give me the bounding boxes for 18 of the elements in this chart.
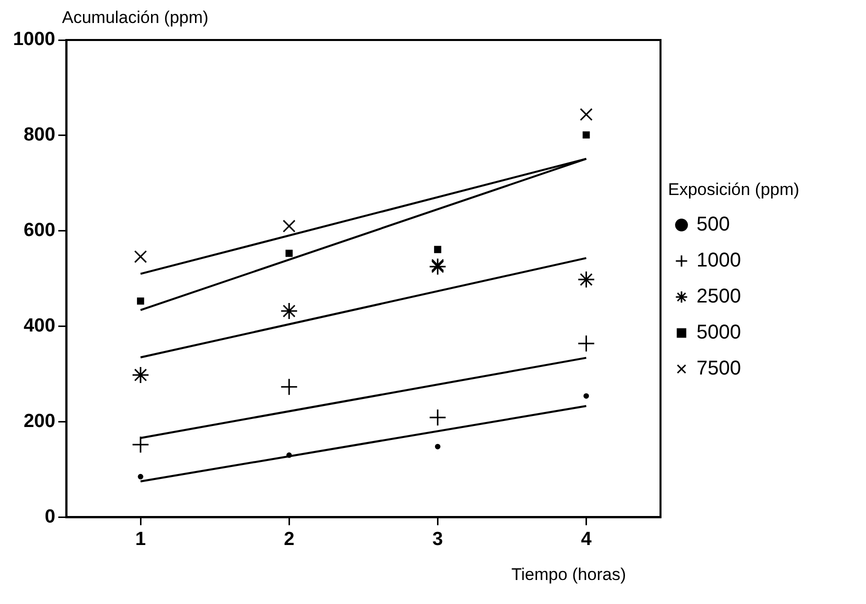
legend-label: 1000 — [696, 250, 742, 272]
x-axis-title: Tiempo (horas) — [511, 565, 626, 585]
y-tick-label: 800 — [24, 124, 56, 146]
y-tick-label: 1000 — [12, 29, 56, 50]
y-tick-label: 600 — [24, 220, 56, 242]
x-tick-label: 2 — [284, 528, 294, 550]
y-axis-title: Acumulación (ppm) — [62, 8, 208, 28]
y-tick-label: 400 — [24, 316, 56, 337]
y-tick-label: 0 — [44, 506, 56, 528]
legend-label: 7500 — [696, 358, 742, 380]
y-tick-label: 200 — [24, 410, 56, 432]
x-tick-label: 3 — [432, 528, 443, 550]
legend-label: 5000 — [696, 322, 742, 344]
legend-label: 500 — [696, 214, 730, 236]
legend-label: 2500 — [696, 286, 742, 308]
x-tick-label: 4 — [580, 528, 592, 550]
x-tick-label: 1 — [135, 528, 146, 550]
legend-title: Exposición (ppm) — [668, 180, 800, 200]
